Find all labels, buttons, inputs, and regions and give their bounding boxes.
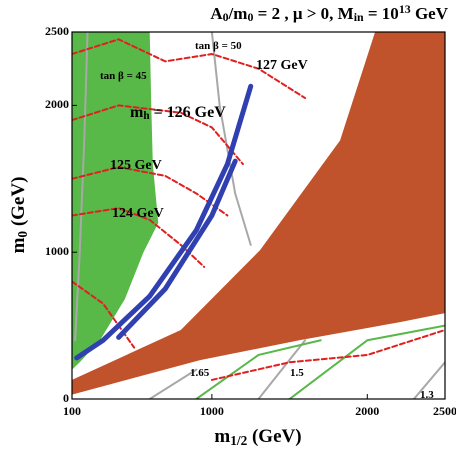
plot (72, 32, 445, 399)
contour-line (257, 339, 307, 399)
annotation: tan β = 50 (195, 40, 242, 52)
x-axis-label-part: m (214, 426, 230, 447)
contour-line (72, 166, 229, 217)
annotation-part: = 126 GeV (150, 104, 227, 121)
chart-title: A0/m0 = 2 , μ > 0, Min = 1013 GeV (210, 2, 448, 24)
chart-title-part: 13 (399, 2, 411, 16)
annotation: 1.65 (190, 367, 210, 379)
chart-title-part: GeV (411, 4, 449, 23)
annotation: 124 GeV (112, 206, 164, 221)
chart-title-part: = 2 , μ > 0, M (253, 4, 353, 23)
contour-line (210, 32, 252, 246)
contour-line (148, 368, 198, 399)
y-tick-label: 2500 (45, 24, 69, 38)
y-tick-label: 0 (63, 391, 69, 405)
annotation-part: 124 GeV (112, 206, 164, 221)
chart-title-part: 0 (223, 10, 229, 24)
chart-title-part: in (354, 10, 364, 24)
annotation: 1.5 (290, 367, 304, 379)
contour-line (72, 38, 307, 100)
y-tick-label: 1000 (45, 244, 69, 258)
y-tick-label: 2000 (45, 97, 69, 111)
contour-line (116, 158, 238, 340)
contour-line (195, 339, 322, 399)
contour-line (288, 324, 445, 399)
contour-line (74, 83, 254, 361)
annotation: 125 GeV (110, 158, 162, 173)
x-tick-label: 1000 (200, 404, 224, 418)
x-axis-label: m1/2 (GeV) (214, 426, 301, 448)
chart-title-part: A (210, 4, 223, 23)
chart-title-part: = 10 (364, 4, 399, 23)
annotation-part: 125 GeV (110, 158, 162, 173)
contour-line (74, 32, 89, 342)
chart-title-part: 0 (247, 10, 253, 24)
annotation-part: tan β = 45 (100, 70, 147, 82)
y-axis-label-part: (GeV) (8, 177, 29, 231)
chart-title-part: /m (228, 4, 248, 23)
contour-line (72, 104, 244, 166)
region (72, 32, 159, 370)
x-tick-label: 100 (63, 404, 81, 418)
region (72, 32, 445, 395)
annotation: mh = 126 GeV (130, 104, 226, 122)
annotation: tan β = 45 (100, 70, 147, 82)
x-tick-label: 2000 (355, 404, 379, 418)
y-axis-label: m0 (GeV) (8, 177, 30, 254)
annotation-part: tan β = 50 (195, 40, 242, 52)
annotation: 127 GeV (256, 58, 308, 73)
plot-frame (71, 31, 446, 400)
contour-line (412, 361, 445, 399)
annotation-part: 127 GeV (256, 58, 308, 73)
annotation-part: h (143, 110, 150, 122)
y-axis-label-part: m (8, 237, 29, 253)
y-axis-label-part: 0 (15, 231, 30, 238)
x-tick-label: 2500 (433, 404, 456, 418)
annotation-part: m (130, 104, 144, 121)
x-axis-label-part: 1/2 (230, 433, 247, 448)
annotation-part: 1.65 (190, 367, 210, 379)
annotation-part: 1.3 (420, 389, 434, 401)
x-axis-label-part: (GeV) (247, 426, 301, 447)
contour-line (210, 329, 445, 381)
annotation: 1.3 (420, 389, 434, 401)
annotation-part: 1.5 (290, 367, 304, 379)
